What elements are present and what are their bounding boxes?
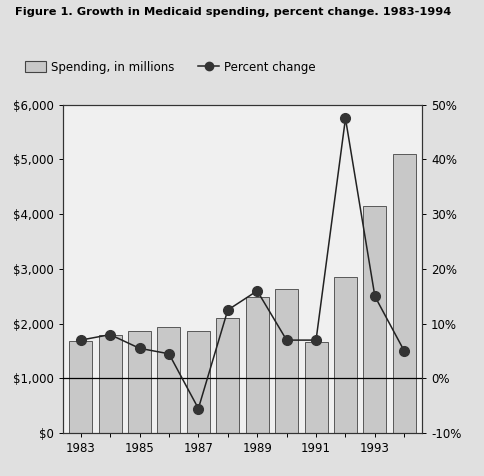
Bar [98,335,121,433]
Text: Figure 1. Growth in Medicaid spending, percent change. 1983-1994: Figure 1. Growth in Medicaid spending, p… [15,7,450,17]
Bar [245,298,268,433]
Bar [216,318,239,433]
Bar [363,206,386,433]
Bar [186,331,210,433]
Bar [69,341,92,433]
Bar [304,342,327,433]
Legend: Spending, in millions, Percent change: Spending, in millions, Percent change [20,56,320,79]
Bar [274,288,298,433]
Bar [333,277,356,433]
Bar [157,327,180,433]
Bar [392,154,415,433]
Bar [128,331,151,433]
